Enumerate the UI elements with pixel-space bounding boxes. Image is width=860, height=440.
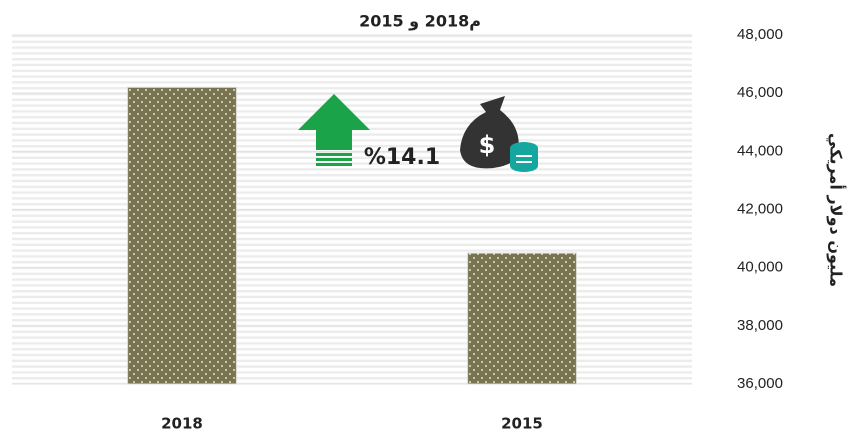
- x-tick-label: 2015: [501, 415, 543, 433]
- y-tick-label: 36,000: [737, 375, 783, 392]
- y-tick-label: 40,000: [737, 259, 783, 276]
- svg-text:$: $: [479, 131, 496, 159]
- change-annotation: %14.1: [364, 145, 440, 170]
- y-tick-label: 38,000: [737, 317, 783, 334]
- x-tick-label: 2018: [161, 415, 203, 433]
- y-tick-label: 46,000: [737, 84, 783, 101]
- y-tick-label: 42,000: [737, 200, 783, 217]
- y-tick-label: 44,000: [737, 142, 783, 159]
- y-tick-label: 48,000: [737, 26, 783, 43]
- bar: [467, 252, 577, 385]
- chart-title: 2015 و 2018م: [359, 12, 481, 31]
- up-arrow-icon: [298, 94, 370, 166]
- bar: [127, 86, 237, 385]
- y-axis-label: مليون دولار أمريكي: [826, 133, 847, 287]
- money-bag-icon: $: [460, 96, 538, 172]
